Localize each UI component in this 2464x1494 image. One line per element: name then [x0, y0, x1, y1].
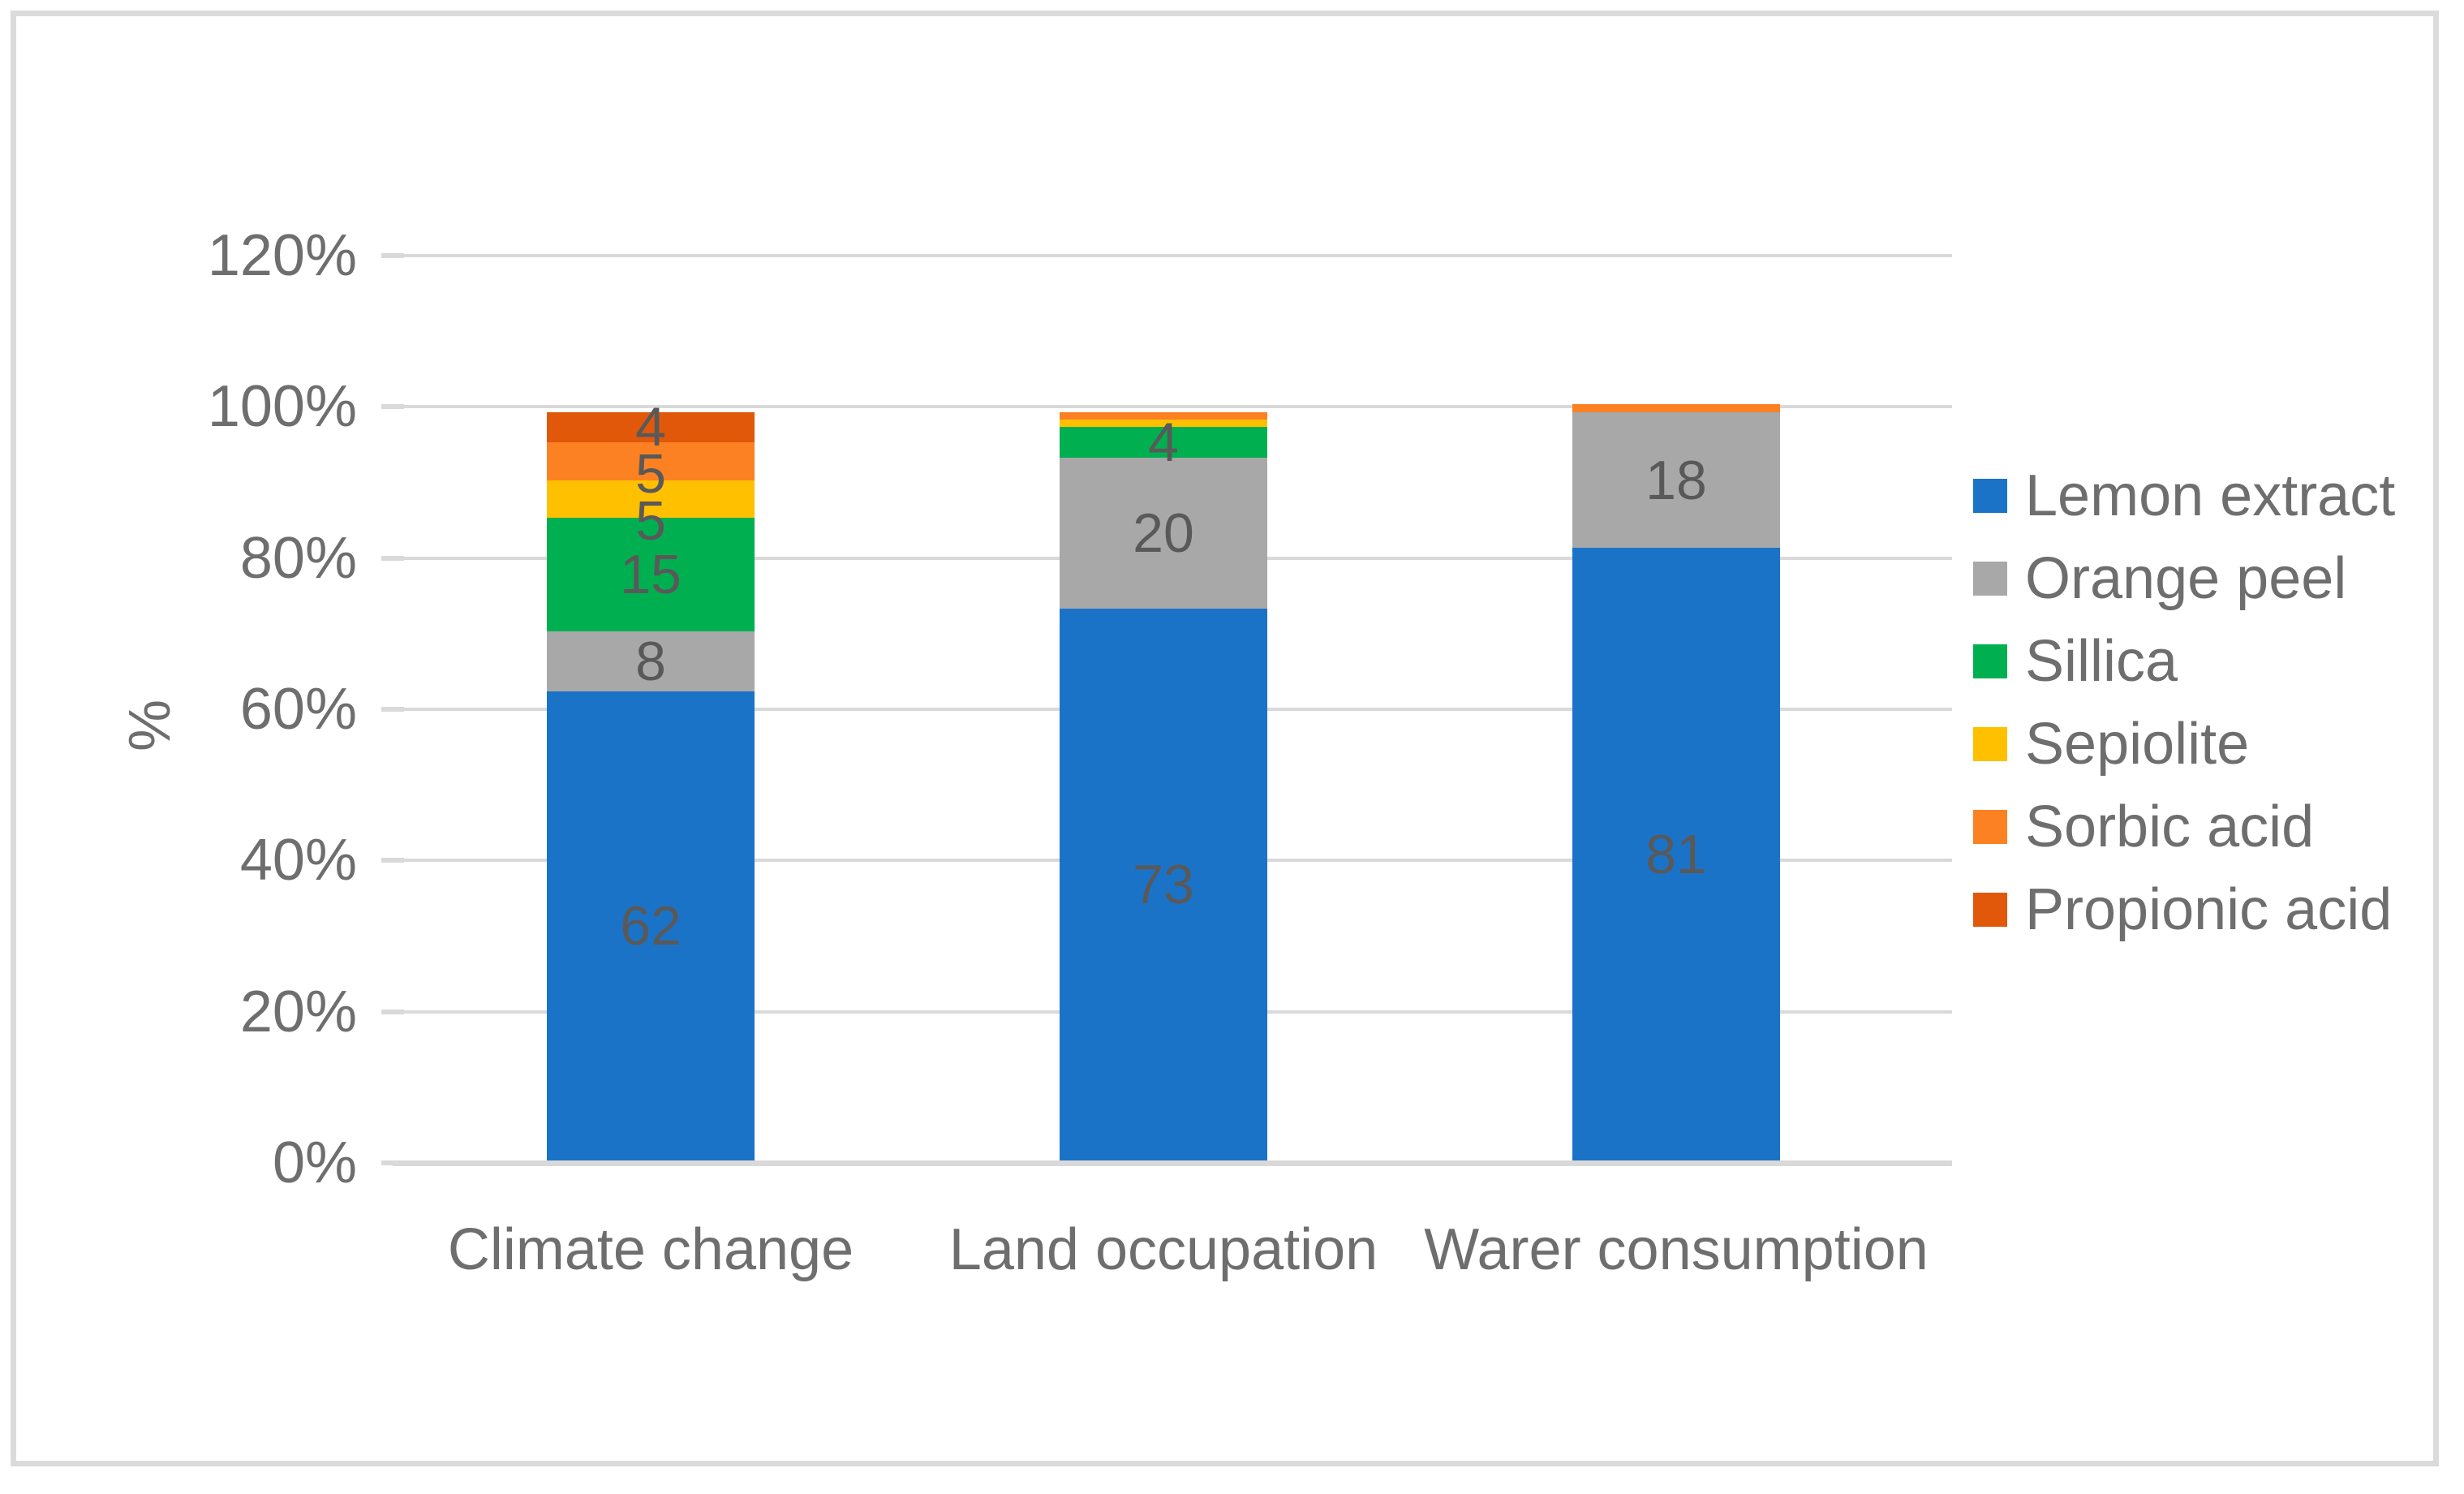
legend-item: Lemon extract — [1973, 454, 2395, 537]
bar-segment-sorbic-acid — [1060, 412, 1267, 420]
legend-label: Sillica — [2025, 629, 2178, 694]
legend-swatch-icon — [1973, 644, 2007, 678]
legend-swatch-icon — [1973, 727, 2007, 761]
data-label: 15 — [620, 544, 682, 605]
y-tick-label: 40% — [239, 828, 357, 893]
legend-label: Orange peel — [2025, 546, 2347, 611]
y-tick-label: 60% — [239, 677, 357, 742]
y-tick-label: 20% — [239, 979, 357, 1044]
legend-item: Sillica — [1973, 620, 2395, 703]
y-axis-tick — [381, 707, 404, 712]
data-label: 4 — [635, 396, 666, 458]
legend-item: Sepiolite — [1973, 703, 2395, 786]
bar-segment-sorbic-acid — [547, 442, 755, 480]
x-category-label: Climate change — [447, 1217, 854, 1282]
bar-segment-lemon-extract — [547, 691, 755, 1160]
bar-segment-lemon-extract — [1060, 609, 1267, 1160]
bar-segment-orange-peel — [547, 631, 755, 691]
legend-item: Propionic acid — [1973, 868, 2395, 951]
y-tick-label: 120% — [207, 223, 357, 288]
y-axis-tick — [381, 556, 404, 561]
legend-label: Propionic acid — [2025, 877, 2393, 942]
data-label: 62 — [620, 895, 682, 957]
data-label: 18 — [1645, 450, 1707, 511]
x-category-label: Land occupation — [948, 1217, 1378, 1282]
data-label: 4 — [1148, 411, 1179, 473]
y-axis-tick — [381, 404, 404, 409]
data-label: 20 — [1133, 502, 1194, 564]
chart-frame: % 0% 20% 40% 60% 80% 100% 120% 4 5 5 15 8 62 Climate … — [11, 11, 2439, 1466]
data-label: 5 — [635, 443, 666, 505]
y-axis-tick — [381, 1010, 404, 1014]
gridline — [393, 254, 1952, 257]
data-label: 73 — [1133, 854, 1194, 915]
gridline — [393, 405, 1952, 408]
data-label: 5 — [635, 490, 666, 552]
bar-segment-lemon-extract — [1572, 548, 1780, 1160]
legend-swatch-icon — [1973, 479, 2007, 513]
legend-swatch-icon — [1973, 562, 2007, 596]
bar-segment-propionic-acid — [547, 412, 755, 442]
legend-swatch-icon — [1973, 893, 2007, 927]
bar-segment-sillica — [1060, 427, 1267, 458]
y-tick-label: 0% — [272, 1130, 357, 1195]
data-label: 81 — [1645, 824, 1707, 885]
y-axis-tick — [381, 1160, 404, 1165]
legend-label: Sorbic acid — [2025, 794, 2315, 859]
bar-segment-orange-peel — [1060, 458, 1267, 609]
x-category-label: Warer consumption — [1424, 1217, 1929, 1282]
legend-label: Sepiolite — [2025, 712, 2250, 777]
bar-segment-sorbic-acid — [1572, 404, 1780, 412]
legend-item: Sorbic acid — [1973, 786, 2395, 868]
y-tick-label: 80% — [239, 526, 357, 591]
y-axis-tick — [381, 858, 404, 863]
y-tick-label: 100% — [207, 374, 357, 439]
data-label: 8 — [635, 631, 666, 692]
y-axis-tick — [381, 253, 404, 258]
bar-segment-sepiolite — [1060, 420, 1267, 427]
legend-swatch-icon — [1973, 810, 2007, 844]
bar-segment-sepiolite — [547, 480, 755, 518]
legend: Lemon extract Orange peel Sillica Sepiolite… — [1973, 454, 2395, 951]
bar-segment-sillica — [547, 518, 755, 631]
bar-segment-orange-peel — [1572, 412, 1780, 548]
x-axis-line — [393, 1160, 1952, 1166]
legend-label: Lemon extract — [2025, 463, 2396, 528]
legend-item: Orange peel — [1973, 537, 2395, 620]
